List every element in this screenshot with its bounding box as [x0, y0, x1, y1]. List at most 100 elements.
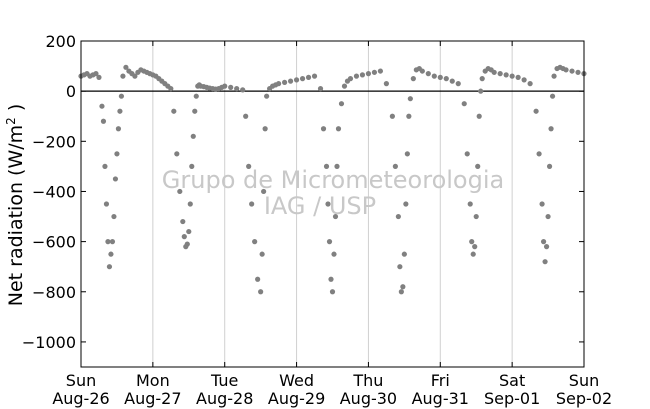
x-tick-label-day: Wed [279, 371, 314, 390]
data-point [102, 163, 108, 169]
data-points [78, 64, 587, 295]
data-point [114, 151, 120, 157]
x-tick-label-day: Sat [499, 371, 525, 390]
data-point [548, 126, 554, 132]
data-point [108, 251, 114, 257]
data-point [323, 163, 330, 169]
data-point [100, 118, 107, 124]
data-point [338, 101, 345, 107]
data-point [103, 201, 110, 207]
data-point [234, 86, 240, 92]
data-point [472, 244, 478, 250]
data-point [397, 264, 403, 270]
data-point [118, 93, 125, 99]
data-point [470, 251, 476, 257]
data-point [189, 163, 195, 169]
y-tick-label: −1000 [22, 333, 76, 352]
x-tick-label-day: Thu [352, 371, 383, 390]
data-point [93, 71, 99, 77]
data-point [521, 77, 527, 83]
data-point [299, 76, 306, 82]
data-point [509, 73, 515, 79]
data-point [246, 163, 252, 169]
y-tick-label: −800 [32, 283, 76, 302]
data-point [181, 234, 187, 240]
data-point [222, 83, 228, 89]
x-tick-label-date: Sep-02 [556, 389, 612, 408]
data-point [258, 289, 264, 295]
data-point [331, 251, 337, 257]
x-tick-label-date: Aug-27 [124, 389, 181, 408]
x-tick-label-date: Aug-31 [412, 389, 469, 408]
data-point [334, 163, 340, 169]
data-point [243, 113, 249, 119]
x-tick-label-day: Mon [136, 371, 170, 390]
data-point [545, 213, 551, 220]
data-point [464, 151, 470, 157]
data-point [249, 201, 255, 207]
data-point [425, 71, 431, 77]
data-point [112, 176, 119, 182]
y-tick-label: −400 [32, 182, 76, 201]
data-point [365, 71, 372, 77]
data-point [105, 239, 111, 245]
data-point [186, 228, 192, 235]
y-axis-title: Net radiation (W/m2 ) [4, 104, 27, 306]
data-point [371, 69, 378, 75]
data-point [377, 68, 384, 74]
data-point [473, 213, 479, 220]
data-point [293, 77, 300, 83]
data-point [461, 101, 467, 107]
data-point [410, 76, 416, 82]
data-point [132, 73, 138, 79]
data-point [123, 64, 129, 70]
data-point [335, 126, 342, 132]
data-point [332, 213, 339, 220]
data-point [503, 72, 509, 78]
data-point [551, 73, 557, 79]
y-tick-label: −600 [32, 233, 76, 252]
data-point [115, 126, 122, 132]
data-point [262, 126, 268, 132]
y-tick-label: 0 [66, 82, 76, 101]
data-point [437, 74, 443, 80]
x-tick-label-date: Aug-28 [196, 389, 253, 408]
data-point [431, 73, 437, 79]
data-point [305, 74, 312, 80]
data-point [99, 103, 105, 109]
data-point [403, 201, 409, 207]
data-point [569, 68, 575, 74]
data-point [106, 264, 113, 270]
data-point [398, 289, 404, 295]
data-point [193, 93, 199, 99]
data-point [96, 74, 102, 80]
data-point [264, 93, 270, 99]
data-point [287, 78, 294, 84]
data-point [317, 86, 324, 92]
data-point [347, 76, 354, 82]
data-point [575, 69, 581, 75]
data-point [478, 88, 484, 94]
y-tick-label: 200 [45, 32, 76, 51]
x-tick-label-date: Sep-01 [484, 389, 540, 408]
data-point [255, 276, 261, 282]
data-point [184, 241, 190, 247]
data-point [467, 201, 473, 207]
data-point [359, 72, 366, 78]
data-point [400, 284, 406, 290]
data-point [228, 84, 234, 90]
data-point [497, 71, 503, 77]
data-point [326, 239, 333, 245]
data-point [111, 213, 117, 220]
data-point [259, 251, 265, 257]
data-point [252, 239, 258, 245]
data-point [192, 108, 198, 114]
x-tick-label-date: Aug-29 [268, 389, 325, 408]
data-point [549, 93, 556, 99]
data-point [404, 151, 410, 157]
data-point [341, 83, 348, 89]
x-tick-label-day: Tue [210, 371, 238, 390]
data-point [406, 113, 412, 119]
data-point [190, 133, 196, 139]
